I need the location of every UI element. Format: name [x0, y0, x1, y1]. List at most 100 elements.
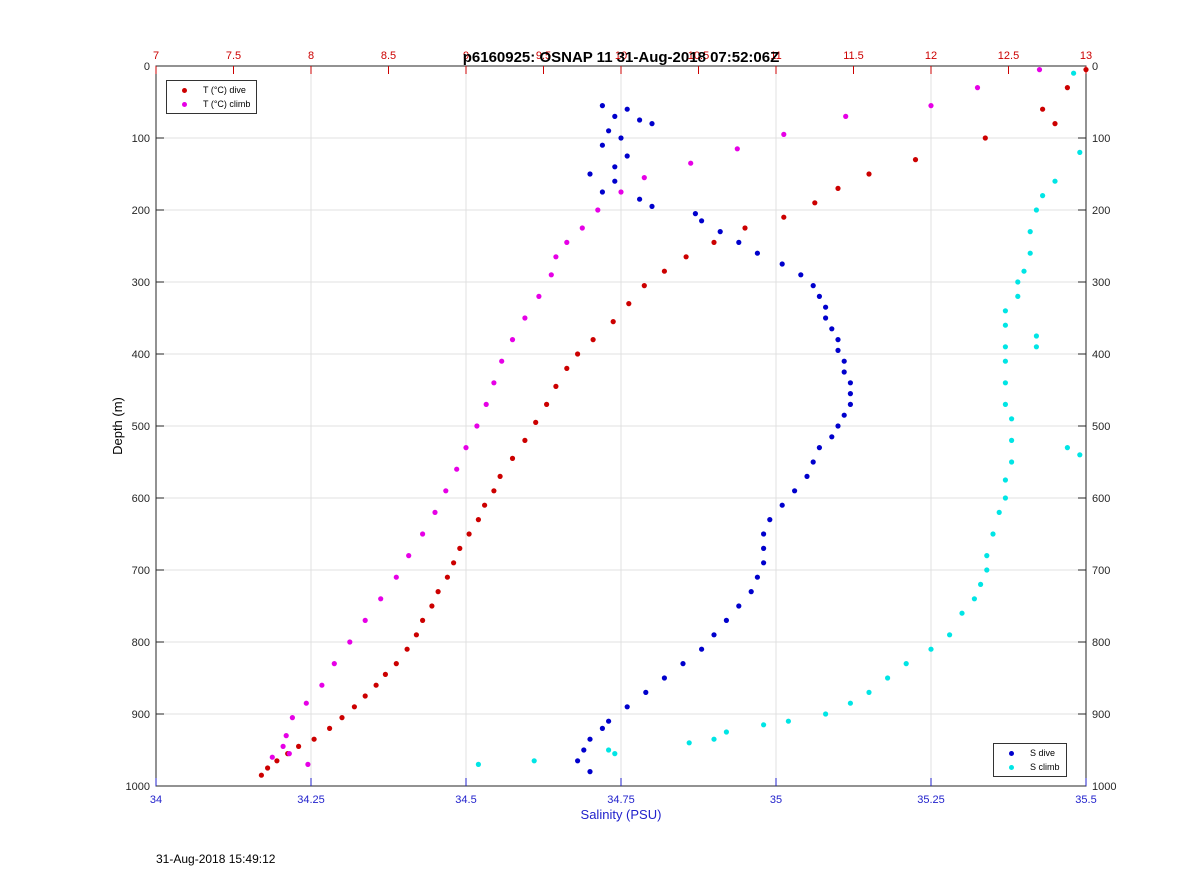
point-t-c-climb — [280, 743, 286, 750]
x-tick-label-top: 10.5 — [688, 50, 709, 62]
point-t-c-climb — [474, 423, 480, 429]
point-s-dive — [829, 326, 835, 332]
point-s-dive — [637, 117, 643, 123]
legend-label: T (°C) climb — [203, 99, 251, 109]
point-t-c-dive — [475, 517, 481, 523]
point-t-c-dive — [373, 682, 379, 688]
point-s-climb — [1009, 416, 1015, 422]
point-t-c-dive — [382, 671, 388, 678]
point-t-c-dive — [982, 135, 988, 141]
y-tick-label-right: 600 — [1092, 493, 1110, 505]
point-s-climb — [1002, 495, 1009, 501]
point-t-c-dive — [491, 488, 497, 494]
point-s-dive — [618, 135, 624, 141]
dot-icon — [1008, 750, 1014, 756]
point-s-dive — [748, 589, 754, 595]
point-t-c-dive — [553, 383, 559, 389]
y-tick-label-right: 900 — [1092, 709, 1110, 721]
point-t-c-dive — [590, 337, 596, 343]
x-tick-label-top: 11 — [770, 50, 781, 62]
point-s-dive — [761, 531, 767, 537]
point-t-c-climb — [443, 488, 449, 494]
point-s-climb — [823, 711, 829, 717]
y-tick-label-left: 100 — [132, 133, 150, 145]
point-s-dive — [767, 517, 773, 523]
x-tick-label-bottom: 35 — [770, 794, 782, 806]
point-t-c-dive — [457, 545, 463, 552]
point-s-dive — [779, 261, 785, 267]
point-s-dive — [581, 747, 587, 753]
x-tick-label-top: 13 — [1080, 50, 1092, 62]
point-t-c-climb — [522, 315, 528, 321]
point-s-dive — [736, 603, 742, 609]
point-s-climb — [1077, 452, 1083, 458]
x-tick-label-bottom: 35.5 — [1075, 794, 1096, 806]
point-t-c-dive — [1040, 106, 1046, 112]
point-s-climb — [1064, 445, 1070, 451]
point-t-c-dive — [835, 185, 841, 191]
point-s-dive — [847, 401, 854, 407]
point-t-c-dive — [661, 268, 668, 274]
point-s-climb — [978, 581, 984, 588]
point-s-climb — [990, 531, 996, 537]
point-t-c-climb — [491, 380, 497, 386]
point-s-climb — [1002, 358, 1009, 364]
point-s-dive — [816, 445, 823, 451]
x-tick-label-bottom: 34.25 — [297, 794, 325, 806]
point-s-climb — [1052, 178, 1058, 184]
point-s-dive — [835, 347, 841, 353]
point-s-dive — [835, 423, 841, 429]
point-t-c-dive — [466, 531, 472, 537]
x-tick-label-bottom: 34 — [150, 794, 162, 806]
dot-icon — [1008, 764, 1014, 770]
y-tick-label-right: 700 — [1092, 565, 1110, 577]
point-s-dive — [847, 391, 854, 397]
point-t-c-climb — [536, 293, 542, 299]
point-s-dive — [699, 646, 705, 652]
point-t-c-dive — [564, 365, 570, 371]
point-s-dive — [761, 560, 767, 566]
point-s-climb — [1077, 149, 1083, 155]
point-s-climb — [531, 758, 537, 764]
point-s-dive — [754, 574, 761, 580]
legend-salinity: S dive S climb — [993, 743, 1067, 777]
point-t-c-climb — [420, 531, 426, 537]
y-tick-label-left: 900 — [132, 709, 150, 721]
point-s-climb — [1002, 477, 1009, 483]
point-t-c-climb — [734, 146, 740, 152]
point-s-climb — [1027, 229, 1033, 235]
point-s-dive — [575, 758, 581, 764]
legend-item-s-dive: S dive — [998, 746, 1060, 760]
x-tick-label-top: 8 — [308, 50, 314, 62]
point-s-climb — [1033, 344, 1039, 350]
point-s-dive — [643, 689, 649, 696]
point-s-dive — [637, 196, 643, 202]
y-axis-label-depth: Depth (m) — [110, 397, 125, 455]
point-s-dive — [711, 632, 717, 638]
point-t-c-climb — [362, 617, 368, 624]
footer-timestamp: 31-Aug-2018 15:49:12 — [156, 852, 276, 866]
x-tick-label-bottom: 35.25 — [917, 794, 945, 806]
point-s-dive — [841, 369, 847, 375]
x-tick-label-top: 8.5 — [381, 50, 396, 62]
point-s-climb — [885, 675, 891, 681]
point-t-c-dive — [429, 603, 435, 609]
point-t-c-dive — [296, 743, 302, 750]
point-t-c-climb — [509, 337, 516, 343]
y-tick-label-left: 300 — [132, 277, 150, 289]
point-s-climb — [1002, 322, 1009, 328]
point-s-dive — [587, 736, 593, 742]
point-t-c-climb — [283, 733, 289, 739]
point-t-c-dive — [533, 419, 539, 425]
point-s-dive — [816, 293, 823, 299]
data-points — [258, 67, 1089, 778]
legend-label: S climb — [1030, 762, 1060, 772]
legend-item-s-climb: S climb — [998, 760, 1060, 774]
point-t-c-dive — [362, 693, 368, 699]
point-s-dive — [599, 725, 606, 732]
point-s-dive — [829, 434, 835, 440]
point-s-climb — [686, 740, 692, 746]
point-t-c-dive — [610, 319, 616, 325]
y-tick-label-right: 300 — [1092, 277, 1110, 289]
